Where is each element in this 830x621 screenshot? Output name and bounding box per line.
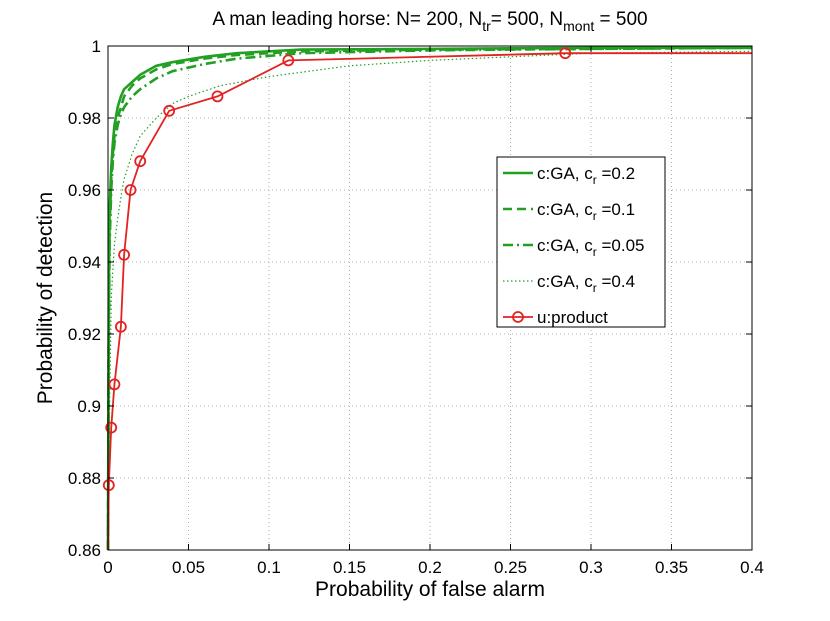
y-axis-label: Probability of detection	[34, 192, 57, 404]
x-tick-label: 0.15	[333, 558, 366, 577]
y-tick-label: 0.94	[68, 253, 101, 272]
legend-label-3: c:GA, cr =0.05	[537, 236, 644, 259]
series-5-marker	[118, 248, 130, 261]
series-5-marker	[134, 155, 147, 168]
legend-label-2: c:GA, cr =0.1	[537, 200, 635, 223]
series-5-marker	[282, 54, 295, 67]
series-5-marker	[102, 479, 115, 492]
series-2-line	[106, 46, 753, 551]
series-5-marker	[114, 320, 127, 333]
y-tick-label: 0.96	[68, 181, 101, 200]
x-tick-label: 0	[103, 558, 112, 577]
series-5-marker	[124, 184, 137, 196]
y-tick-label: 0.9	[77, 397, 101, 416]
x-tick-label: 0.25	[494, 558, 527, 577]
series-4-line	[107, 50, 753, 551]
legend-label-5: u:product	[537, 308, 608, 327]
y-tick-label: 0.86	[68, 541, 101, 560]
legend-label-1: c:GA, cr =0.2	[537, 164, 635, 187]
series-5	[102, 47, 752, 551]
x-tick-label: 0.05	[172, 558, 205, 577]
x-tick-label: 0.1	[257, 558, 281, 577]
series-layer	[102, 46, 753, 551]
chart-title-text: A man leading horse: N= 200, Ntr= 500, N…	[212, 9, 647, 34]
y-tick-label: 1	[92, 37, 101, 56]
x-tick-label: 0.2	[418, 558, 442, 577]
legend-box	[496, 156, 666, 328]
x-tick-label: 0.3	[579, 558, 603, 577]
x-tick-label: 0.4	[740, 558, 764, 577]
y-tick-label: 0.98	[68, 109, 101, 128]
series-5-marker	[211, 90, 224, 103]
y-tick-label: 0.92	[68, 325, 101, 344]
series-2	[106, 46, 753, 551]
chart-title: A man leading horse: N= 200, Ntr= 500, N…	[212, 9, 647, 34]
x-tick-label: 0.35	[655, 558, 688, 577]
series-4	[107, 50, 753, 551]
legend-label-4: c:GA, cr =0.4	[537, 272, 635, 295]
series-5-marker	[108, 378, 121, 391]
legend: c:GA, cr =0.2 c:GA, cr =0.1 c:GA, cr =0.05…	[496, 156, 666, 328]
x-axis-label: Probability of false alarm	[315, 578, 545, 601]
y-tick-label: 0.88	[68, 469, 101, 488]
series-5-marker	[559, 47, 572, 60]
series-5-marker	[105, 421, 118, 434]
series-5-line	[107, 52, 752, 551]
ticks: 0 0.05 0.1 0.15 0.2 0.25 0.3 0.35 0.4 0.86 0.88 0.9…	[68, 37, 764, 577]
legend-marker	[512, 311, 524, 323]
series-5-marker	[163, 104, 176, 117]
